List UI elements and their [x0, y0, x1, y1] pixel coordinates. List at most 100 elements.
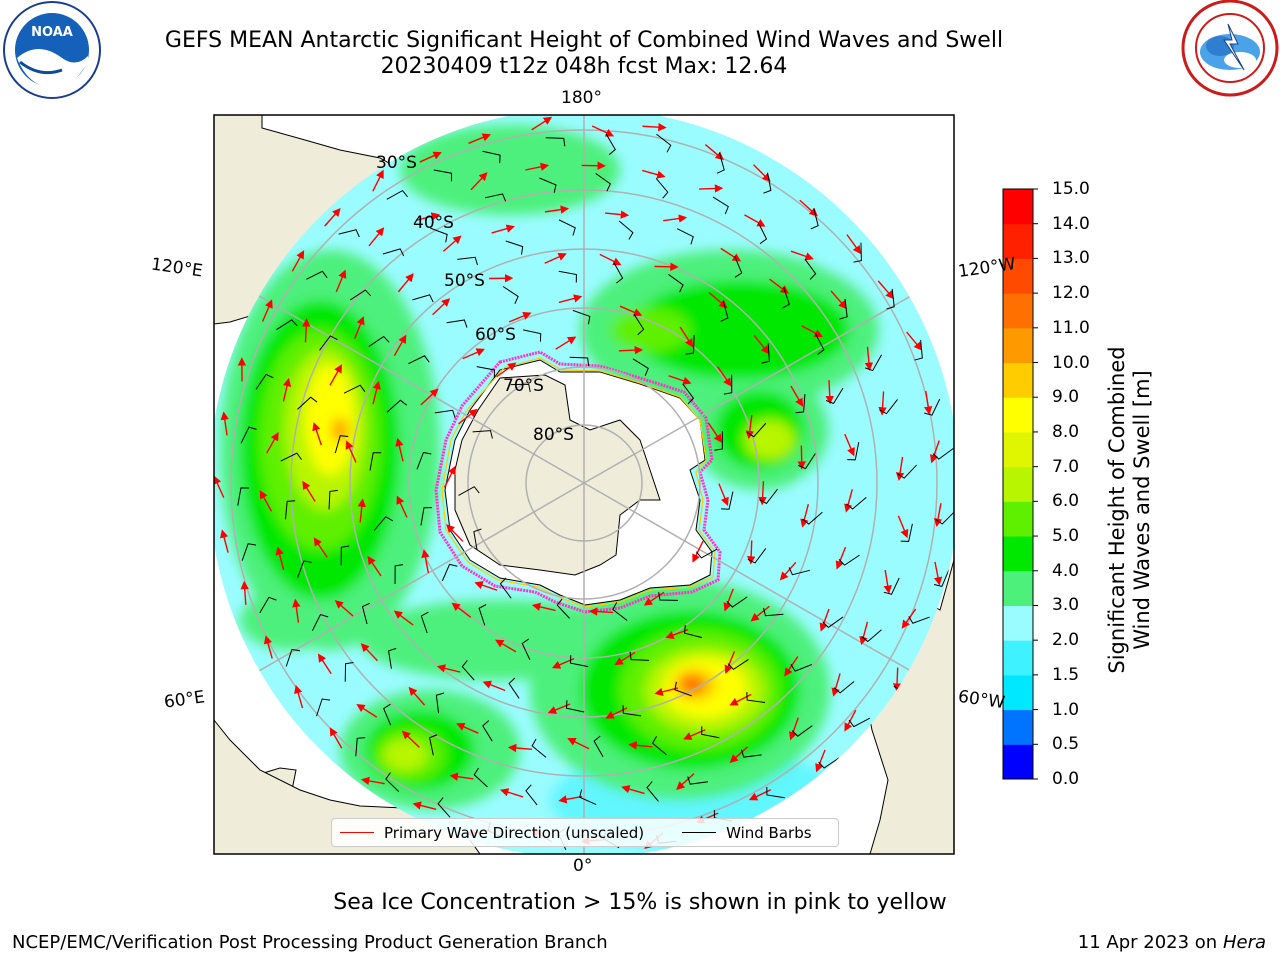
colorbar-title-line1: Significant Height of Combined [1105, 346, 1129, 674]
wind-barb [791, 725, 813, 737]
wind-barb [593, 735, 604, 757]
wave-arrow [883, 569, 892, 594]
wave-arrow [830, 290, 847, 310]
wind-barb [420, 611, 429, 634]
wind-barb [656, 133, 672, 153]
wave-arrow [334, 600, 354, 617]
noaa-logo-text: NOAA [31, 25, 73, 40]
wind-barb [687, 776, 709, 785]
wave-arrow [544, 205, 570, 214]
wave-arrow [397, 273, 414, 293]
wave-arrow [442, 235, 462, 252]
wind-barb [861, 629, 882, 643]
wind-barb [319, 335, 338, 351]
wave-arrow [372, 169, 384, 192]
wind-barb [556, 598, 570, 619]
wind-barb [473, 528, 482, 550]
wind-barb [618, 220, 634, 240]
wave-arrow [753, 164, 771, 182]
wind-barb [633, 313, 645, 336]
wind-barb [853, 242, 862, 263]
wind-barb [761, 343, 770, 364]
wave-arrow [704, 144, 724, 161]
wave-arrow [864, 346, 874, 371]
wind-barb [276, 319, 298, 330]
wind-barb [569, 356, 590, 367]
wave-arrow [329, 727, 343, 749]
wave-arrow [933, 561, 943, 586]
wave-arrow [844, 709, 857, 732]
wind-barb [848, 717, 871, 728]
wind-barb [508, 677, 520, 699]
wind-barb [369, 452, 382, 471]
wave-arrow [354, 316, 365, 339]
wave-arrow [784, 656, 799, 677]
colorbar-tick-label: 14.0 [1052, 213, 1090, 234]
wave-arrow [643, 591, 665, 606]
wind-barb [766, 786, 785, 799]
wave-arrow [825, 380, 834, 405]
wave-arrow [317, 653, 332, 675]
wave-arrow [499, 788, 524, 798]
wind-barb [361, 602, 371, 625]
wind-barb [924, 398, 941, 416]
wind-barb [759, 488, 778, 505]
colorbar-segment [1003, 431, 1033, 468]
wind-barb [802, 511, 823, 525]
legend-wind: Wind Barbs [674, 824, 812, 842]
wave-arrow [436, 664, 461, 673]
wave-arrow [815, 749, 826, 773]
credit-machine: Hera [1222, 932, 1266, 953]
wind-barb [334, 435, 349, 454]
wind-barb [762, 607, 784, 617]
colorbar-tick-label: 3.0 [1052, 595, 1080, 616]
wind-barb [539, 177, 557, 193]
legend-wave-swatch [340, 832, 374, 833]
wind-barb [695, 548, 718, 559]
wave-arrow [801, 325, 823, 338]
wave-arrow [676, 773, 695, 790]
wave-arrow [558, 795, 583, 804]
colorbar-segment [1003, 570, 1033, 606]
wave-arrow [491, 224, 515, 234]
wind-barb [865, 354, 882, 372]
wave-arrow [345, 440, 357, 463]
wave-arrow [335, 269, 347, 293]
wind-barb [712, 196, 729, 215]
wave-arrow [432, 298, 451, 316]
colorbar-segment [1003, 744, 1033, 780]
wind-barb [523, 329, 542, 342]
wave-arrow [302, 318, 311, 343]
wind-barb [297, 560, 312, 579]
wind-barb [558, 270, 577, 283]
wave-arrow [393, 610, 414, 626]
wind-barb [674, 681, 693, 697]
wave-arrow [468, 133, 491, 144]
wind-barb [505, 240, 524, 255]
wave-arrow [642, 122, 667, 132]
wind-barb [572, 309, 591, 325]
colorbar-tick-label: 11.0 [1052, 317, 1090, 338]
colorbar-segment [1003, 605, 1033, 641]
wind-barb [525, 784, 538, 806]
wave-arrow [895, 456, 905, 481]
wave-arrow [555, 336, 577, 350]
wave-arrow [324, 207, 341, 227]
wind-barb [458, 486, 480, 496]
wind-barb [408, 355, 430, 365]
wind-barb [721, 491, 734, 510]
colorbar-segment [1003, 536, 1033, 572]
lat-label-60s: 60°S [475, 325, 516, 345]
wind-barb [900, 523, 913, 542]
wave-arrow [416, 212, 440, 221]
colorbar-tick-label: 1.5 [1052, 664, 1080, 685]
colorbar [1002, 188, 1038, 780]
wind-barb [373, 516, 393, 531]
wave-arrow [367, 555, 382, 577]
wind-barb [676, 228, 694, 245]
wave-arrow [544, 253, 567, 264]
wind-barb [499, 577, 512, 599]
wind-barb [685, 335, 695, 355]
wind-barb [241, 543, 257, 561]
